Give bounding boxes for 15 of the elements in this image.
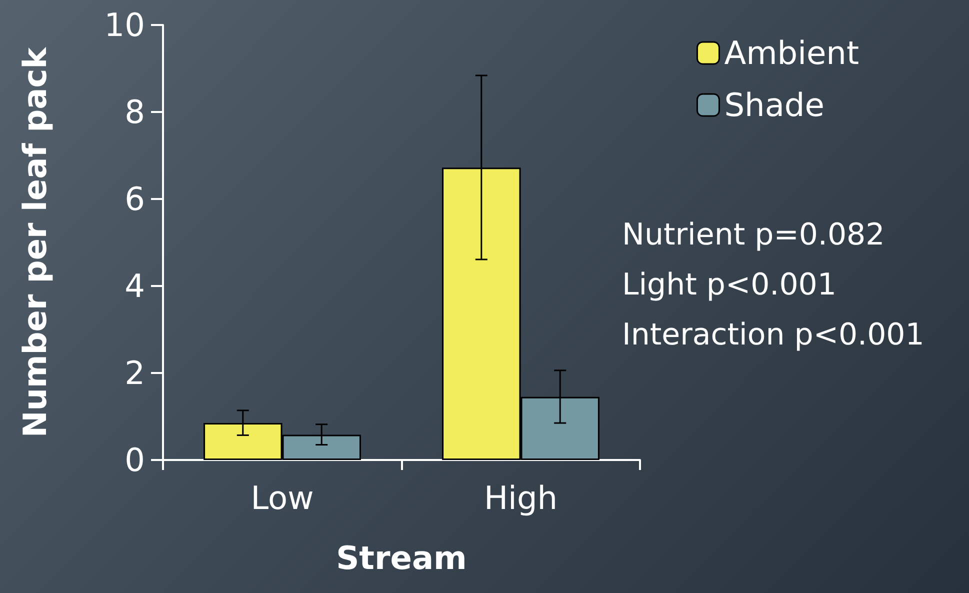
y-tick-label: 0	[124, 441, 145, 479]
annotation: Interaction p<0.001	[622, 318, 924, 352]
annotation: Light p<0.001	[622, 268, 836, 302]
x-axis-title: Stream	[336, 539, 467, 577]
x-tick-label: Low	[250, 479, 314, 517]
legend-label: Shade	[724, 86, 824, 124]
annotation: Nutrient p=0.082	[622, 218, 885, 252]
y-tick-label: 10	[104, 6, 145, 44]
y-tick-label: 4	[124, 267, 145, 305]
y-tick-label: 8	[124, 93, 145, 131]
x-tick-label: High	[484, 479, 558, 517]
y-tick-label: 6	[124, 180, 145, 218]
y-tick-label: 2	[124, 354, 145, 392]
y-axis-title: Number per leaf pack	[16, 46, 54, 438]
legend-label: Ambient	[724, 34, 859, 72]
